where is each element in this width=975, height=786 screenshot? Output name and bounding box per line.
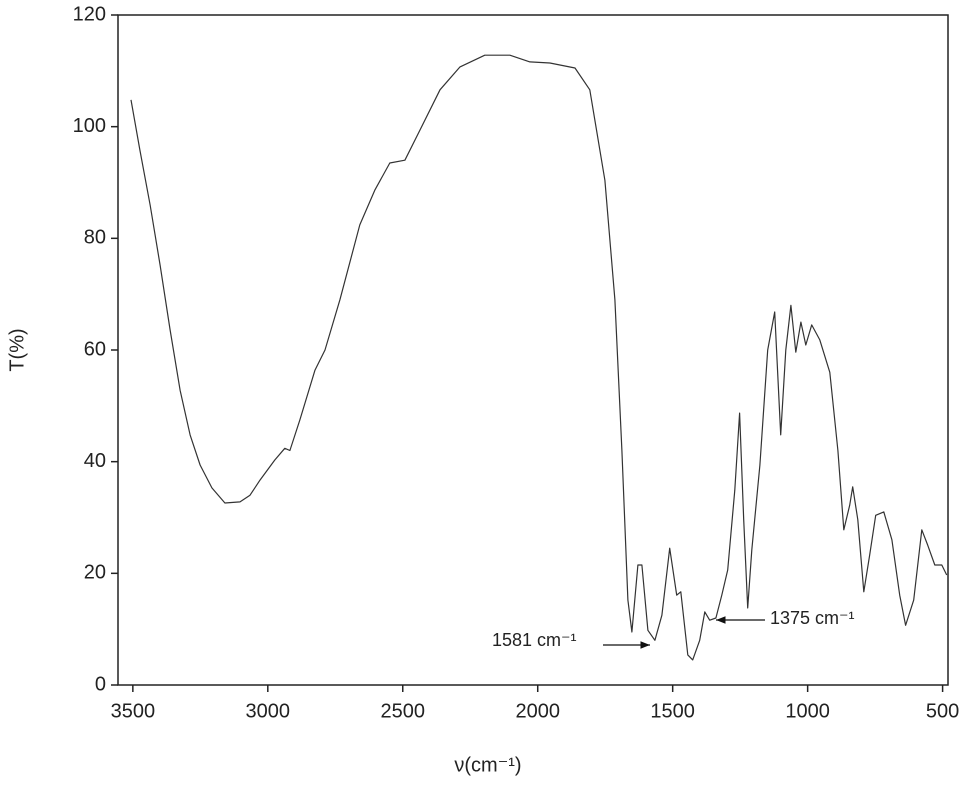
y-tick-label: 100 <box>73 115 106 137</box>
spectrum-line <box>130 54 948 661</box>
x-tick-label: 3500 <box>111 700 156 722</box>
y-tick-label: 20 <box>84 562 106 584</box>
x-tick-label: 1000 <box>785 700 830 722</box>
x-tick-label: 1500 <box>650 700 695 722</box>
x-tick-label: 500 <box>926 700 959 722</box>
x-tick-label: 2500 <box>381 700 426 722</box>
x-tick-label: 3000 <box>246 700 291 722</box>
x-tick-label: 2000 <box>515 700 560 722</box>
y-tick-label: 120 <box>73 3 106 25</box>
y-tick-label: 40 <box>84 450 106 472</box>
x-axis-label: ν(cm⁻¹) <box>454 754 521 776</box>
y-tick-label: 60 <box>84 338 106 360</box>
annotation: 1581 cm⁻¹ <box>492 630 577 650</box>
y-axis-label: T(%) <box>6 328 28 371</box>
annotation: 1375 cm⁻¹ <box>770 608 855 628</box>
y-tick-label: 80 <box>84 227 106 249</box>
y-tick-label: 0 <box>95 673 106 695</box>
